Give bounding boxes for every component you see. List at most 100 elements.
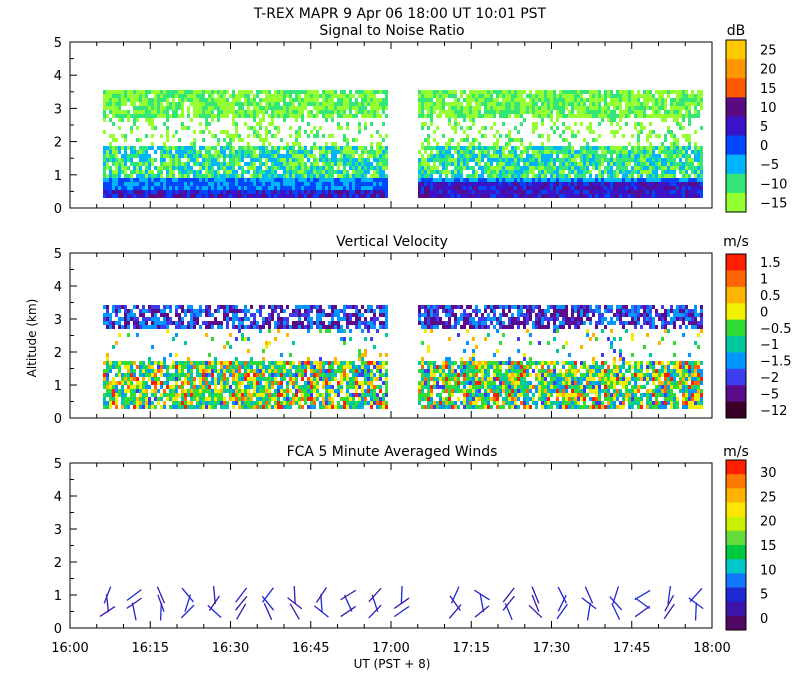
heatmap-cell: [229, 194, 232, 198]
heatmap-cell: [262, 365, 265, 369]
heatmap-cell: [130, 178, 133, 182]
heatmap-cell: [232, 170, 235, 174]
heatmap-cell: [277, 146, 280, 150]
heatmap-cell: [289, 190, 292, 194]
heatmap-cell: [547, 134, 550, 138]
heatmap-cell: [277, 325, 280, 329]
heatmap-cell: [232, 365, 235, 369]
heatmap-cell: [109, 182, 112, 186]
heatmap-cell: [646, 178, 649, 182]
heatmap-cell: [160, 325, 163, 329]
heatmap-cell: [262, 194, 265, 198]
heatmap-cell: [634, 178, 637, 182]
heatmap-cell: [106, 305, 109, 309]
heatmap-cell: [352, 154, 355, 158]
heatmap-cell: [502, 190, 505, 194]
heatmap-cell: [355, 150, 358, 154]
heatmap-cell: [178, 154, 181, 158]
heatmap-cell: [145, 381, 148, 385]
heatmap-cell: [607, 194, 610, 198]
heatmap-cell: [133, 118, 136, 122]
heatmap-cell: [277, 154, 280, 158]
heatmap-cell: [109, 178, 112, 182]
heatmap-cell: [589, 150, 592, 154]
heatmap-cell: [553, 186, 556, 190]
heatmap-cell: [127, 317, 130, 321]
heatmap-cell: [679, 190, 682, 194]
heatmap-cell: [484, 162, 487, 166]
heatmap-cell: [211, 377, 214, 381]
heatmap-cell: [277, 130, 280, 134]
heatmap-cell: [421, 122, 424, 126]
heatmap-cell: [361, 182, 364, 186]
heatmap-cell: [319, 158, 322, 162]
heatmap-cell: [253, 146, 256, 150]
heatmap-cell: [295, 90, 298, 94]
heatmap-cell: [304, 369, 307, 373]
heatmap-cell: [481, 94, 484, 98]
heatmap-cell: [106, 114, 109, 118]
heatmap-cell: [214, 150, 217, 154]
heatmap-cell: [622, 110, 625, 114]
heatmap-cell: [238, 385, 241, 389]
heatmap-cell: [241, 174, 244, 178]
heatmap-cell: [610, 94, 613, 98]
heatmap-cell: [418, 182, 421, 186]
heatmap-cell: [631, 94, 634, 98]
heatmap-cell: [448, 150, 451, 154]
heatmap-cell: [157, 174, 160, 178]
heatmap-cell: [433, 162, 436, 166]
y-tick-label: 0: [54, 202, 62, 217]
heatmap-cell: [607, 158, 610, 162]
heatmap-cell: [379, 102, 382, 106]
heatmap-cell: [142, 150, 145, 154]
heatmap-cell: [421, 178, 424, 182]
heatmap-cell: [235, 377, 238, 381]
heatmap-cell: [289, 325, 292, 329]
heatmap-cell: [217, 190, 220, 194]
heatmap-cell: [655, 190, 658, 194]
heatmap-cell: [535, 94, 538, 98]
heatmap-cell: [103, 130, 106, 134]
heatmap-cell: [133, 110, 136, 114]
heatmap-cell: [571, 150, 574, 154]
heatmap-cell: [253, 389, 256, 393]
heatmap-cell: [205, 381, 208, 385]
heatmap-cell: [295, 150, 298, 154]
heatmap-cell: [319, 182, 322, 186]
heatmap-cell: [226, 369, 229, 373]
heatmap-cell: [586, 170, 589, 174]
heatmap-cell: [673, 106, 676, 110]
heatmap-cell: [451, 162, 454, 166]
heatmap-cell: [484, 126, 487, 130]
heatmap-cell: [439, 194, 442, 198]
heatmap-cell: [556, 166, 559, 170]
heatmap-cell: [628, 94, 631, 98]
heatmap-cell: [637, 90, 640, 94]
heatmap-cell: [700, 162, 703, 166]
heatmap-cell: [631, 90, 634, 94]
heatmap-cell: [175, 94, 178, 98]
heatmap-cell: [568, 194, 571, 198]
heatmap-cell: [175, 114, 178, 118]
heatmap-cell: [136, 178, 139, 182]
heatmap-cell: [376, 106, 379, 110]
heatmap-cell: [124, 317, 127, 321]
heatmap-cell: [472, 154, 475, 158]
heatmap-cell: [238, 309, 241, 313]
heatmap-cell: [301, 373, 304, 377]
heatmap-cell: [532, 174, 535, 178]
heatmap-cell: [202, 373, 205, 377]
heatmap-cell: [187, 190, 190, 194]
heatmap-cell: [574, 122, 577, 126]
heatmap-cell: [643, 98, 646, 102]
heatmap-cell: [115, 106, 118, 110]
heatmap-cell: [598, 174, 601, 178]
heatmap-cell: [196, 106, 199, 110]
heatmap-cell: [250, 405, 253, 409]
heatmap-cell: [199, 361, 202, 365]
heatmap-cell: [121, 405, 124, 409]
heatmap-cell: [163, 405, 166, 409]
heatmap-cell: [427, 170, 430, 174]
